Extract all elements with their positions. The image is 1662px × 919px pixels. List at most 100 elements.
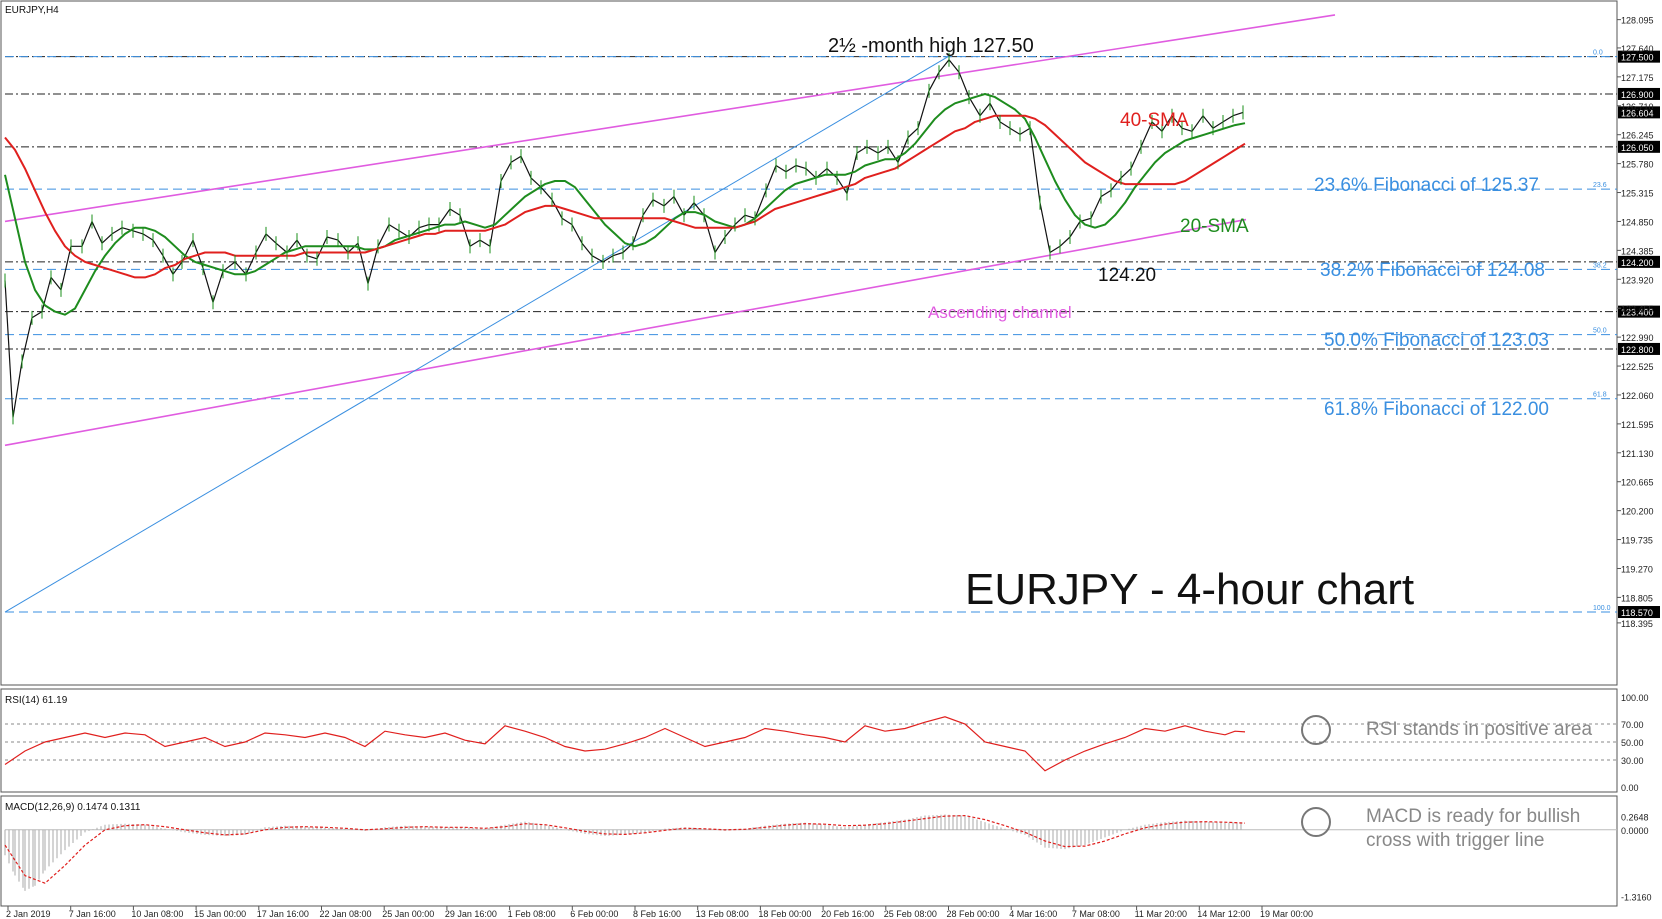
rsi-line	[4, 716, 1246, 772]
rsi-annotation: RSI stands in positive area	[1366, 719, 1593, 740]
x-tick-label: 8 Feb 16:00	[633, 909, 681, 919]
rsi-y-tick-label: 30.00	[1621, 756, 1644, 766]
x-tick-label: 15 Jan 00:00	[194, 909, 246, 919]
x-tick-label: 7 Mar 08:00	[1072, 909, 1120, 919]
y-tick-label: 126.710	[1621, 102, 1654, 112]
rsi-label: RSI(14) 61.19	[5, 695, 68, 706]
fib-low-tag	[1618, 606, 1660, 619]
macd-y-tick-label: 0.2648	[1621, 812, 1649, 822]
channel-label: Ascending channel	[928, 303, 1072, 322]
channel-lower-line	[4, 218, 1247, 447]
rsi-annotation-box: RSI stands in positive area	[1366, 719, 1593, 740]
y-tick-label: 125.780	[1621, 160, 1654, 170]
y-tick-label: 124.850	[1621, 217, 1654, 227]
rsi-y-tick-label: 100.00	[1621, 693, 1649, 703]
high-annotation: 2½ -month high 127.50	[828, 35, 1034, 57]
x-tick-label: 29 Jan 16:00	[445, 909, 497, 919]
y-tick-label: 121.595	[1621, 420, 1654, 430]
x-tick-label: 2 Jan 2019	[6, 909, 51, 919]
x-tick-label: 18 Feb 00:00	[758, 909, 811, 919]
channel-upper-line	[4, 14, 1336, 223]
macd-y-tick-label: 0.0000	[1621, 826, 1649, 836]
series-20-sma	[4, 93, 1246, 316]
x-tick-label: 7 Jan 16:00	[69, 909, 116, 919]
macd-annotation: MACD is ready for bullish cross with tri…	[1366, 806, 1581, 851]
y-tick-label: 120.200	[1621, 507, 1654, 517]
fibonacci-trendline	[4, 56, 949, 613]
x-tick-label: 1 Feb 08:00	[508, 909, 556, 919]
x-tick-label: 20 Feb 16:00	[821, 909, 874, 919]
price-level-tag-label: 123.400	[1621, 308, 1654, 318]
chart-title: EURJPY - 4-hour chart	[965, 565, 1414, 614]
fibonacci-level-percent: 50.0	[1593, 328, 1607, 335]
y-tick-label: 128.095	[1621, 16, 1654, 26]
x-tick-label: 10 Jan 08:00	[131, 909, 183, 919]
x-tick-label: 13 Feb 08:00	[696, 909, 749, 919]
current-price-tag-label: 126.604	[1621, 108, 1654, 118]
low-annotation: 124.20	[1098, 265, 1156, 286]
rsi-panel-frame	[0, 688, 1618, 793]
fibonacci-level-percent: 100.0	[1593, 605, 1611, 612]
rsi-y-tick-label: 0.00	[1621, 783, 1639, 793]
ascending-channel	[4, 14, 1336, 613]
fib-236-label: 23.6% Fibonacci of 125.37	[1314, 175, 1539, 196]
series-40-sma	[4, 114, 1246, 279]
fib-618-label: 61.8% Fibonacci of 122.00	[1324, 399, 1549, 420]
price-level-tag-label: 126.050	[1621, 143, 1654, 153]
y-tick-label: 122.060	[1621, 391, 1654, 401]
current-price-tag	[1618, 106, 1660, 119]
y-tick-label: 122.525	[1621, 362, 1654, 372]
x-tick-label: 6 Feb 00:00	[570, 909, 618, 919]
x-axis: 2 Jan 2019 7 Jan 16:00 10 Jan 08:00 15 Jan …	[6, 906, 1313, 919]
y-tick-label: 118.395	[1621, 619, 1653, 629]
y-tick-label: 123.455	[1621, 304, 1654, 314]
x-tick-label: 11 Mar 20:00	[1135, 909, 1187, 919]
fibonacci-level-percent: 0.0	[1593, 50, 1603, 57]
x-tick-label: 14 Mar 12:00	[1197, 909, 1250, 919]
fib-382-label: 38.2% Fibonacci of 124.08	[1320, 260, 1545, 281]
macd-panel-frame	[0, 795, 1618, 907]
x-tick-label: 4 Mar 16:00	[1009, 909, 1057, 919]
sma20-label: 20-SMA	[1180, 216, 1249, 237]
macd-highlight-circle	[1301, 807, 1331, 837]
price-level-tag	[1618, 342, 1660, 355]
y-tick-label: 120.665	[1621, 478, 1654, 488]
rsi-y-tick-label: 70.00	[1621, 720, 1644, 730]
price-level-tag-label: 122.800	[1621, 345, 1654, 355]
x-tick-label: 22 Jan 08:00	[320, 909, 372, 919]
y-tick-label: 122.990	[1621, 333, 1654, 343]
price-level-tag	[1618, 255, 1660, 268]
macd-label: MACD(12,26,9) 0.1474 0.1311	[5, 802, 141, 813]
y-tick-label: 121.130	[1621, 449, 1654, 459]
y-tick-label: 127.640	[1621, 44, 1654, 54]
macd-y-tick-label: -1.3160	[1621, 893, 1652, 903]
instrument-label: EURJPY,H4	[5, 5, 59, 16]
x-tick-label: 19 Mar 00:00	[1260, 909, 1313, 919]
x-tick-label: 28 Feb 00:00	[947, 909, 1000, 919]
price-levels: 127.500 126.900 126.050 124.200 123.400 122.8…	[5, 50, 1660, 619]
macd-panel: 0.2648 0.0000 -1.3160	[4, 812, 1652, 903]
y-tick-label: 127.175	[1621, 73, 1654, 83]
price-level-tag	[1618, 50, 1660, 63]
price-level-tag	[1618, 305, 1660, 318]
price-level-tag	[1618, 87, 1660, 100]
fibonacci-level-percent: 61.8	[1593, 392, 1607, 399]
y-tick-label: 125.315	[1621, 189, 1654, 199]
fib-500-label: 50.0% Fibonacci of 123.03	[1324, 330, 1549, 351]
price-panel-frame	[0, 0, 1618, 686]
y-tick-label: 119.270	[1621, 564, 1653, 574]
sma40-label: 40-SMA	[1120, 110, 1189, 131]
rsi-highlight-circle	[1301, 715, 1331, 745]
macd-annotation-box: MACD is ready for bullish cross with tri…	[1366, 806, 1581, 851]
y-tick-label: 118.805	[1621, 593, 1653, 603]
rsi-y-tick-label: 50.00	[1621, 738, 1644, 748]
price-level-tag-label: 127.500	[1621, 53, 1654, 63]
macd-signal-line	[4, 814, 1246, 884]
price-level-tag-label: 126.900	[1621, 90, 1654, 100]
x-tick-label: 25 Jan 00:00	[382, 909, 434, 919]
y-tick-label: 124.385	[1621, 246, 1654, 256]
fib-low-tag-label: 118.570	[1621, 608, 1653, 618]
y-tick-label: 119.735	[1621, 536, 1653, 546]
